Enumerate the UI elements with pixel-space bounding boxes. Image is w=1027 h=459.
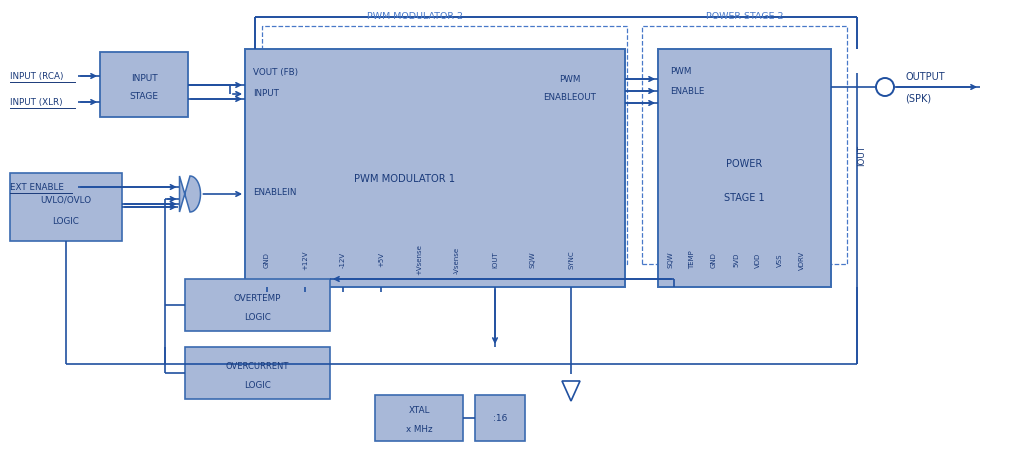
Text: (SPK): (SPK) — [905, 94, 931, 104]
Bar — [10, 174, 122, 241]
Text: ENABLE: ENABLE — [670, 87, 705, 96]
Text: VDD: VDD — [755, 252, 761, 267]
Text: -12V: -12V — [340, 252, 346, 268]
Text: ENABLEIN: ENABLEIN — [253, 188, 297, 197]
Text: STAGE 1: STAGE 1 — [724, 192, 765, 202]
Text: SQW: SQW — [667, 251, 673, 268]
Text: VDRV: VDRV — [799, 250, 805, 269]
Bar — [185, 280, 330, 331]
Text: VSS: VSS — [777, 253, 783, 266]
Text: GND: GND — [264, 252, 270, 267]
Text: PWM: PWM — [670, 67, 691, 76]
Text: INPUT (RCA): INPUT (RCA) — [10, 73, 64, 81]
Text: x MHz: x MHz — [406, 424, 432, 433]
Bar — [100, 53, 188, 118]
Text: VOUT (FB): VOUT (FB) — [253, 67, 298, 76]
Text: ENABLEOUT: ENABLEOUT — [543, 93, 597, 102]
Text: OVERCURRENT: OVERCURRENT — [226, 361, 290, 370]
Text: -Vsense: -Vsense — [454, 246, 460, 273]
Text: 5VD: 5VD — [733, 252, 739, 267]
Circle shape — [876, 79, 893, 97]
Text: +Vsense: +Vsense — [416, 244, 422, 275]
Polygon shape — [180, 177, 200, 213]
Text: POWER STAGE 2: POWER STAGE 2 — [706, 12, 784, 22]
Text: SYNC: SYNC — [568, 250, 574, 269]
Text: STAGE: STAGE — [129, 92, 158, 101]
Text: OUTPUT: OUTPUT — [905, 72, 945, 82]
Bar — [642, 27, 847, 264]
Text: INPUT: INPUT — [130, 74, 157, 84]
Bar — [245, 50, 625, 287]
Bar — [658, 50, 831, 287]
Text: INPUT: INPUT — [253, 88, 279, 97]
Bar — [375, 395, 463, 441]
Text: IOUT: IOUT — [492, 251, 498, 268]
Text: POWER: POWER — [726, 159, 763, 169]
Bar — [262, 27, 627, 264]
Text: TEMP: TEMP — [689, 250, 695, 269]
Bar — [476, 395, 525, 441]
Text: LOGIC: LOGIC — [244, 312, 271, 321]
Text: +5V: +5V — [378, 252, 384, 267]
Text: :16: :16 — [493, 414, 507, 423]
Text: PWM MODULATOR 2: PWM MODULATOR 2 — [368, 12, 463, 22]
Text: XTAL: XTAL — [409, 405, 429, 414]
Text: LOGIC: LOGIC — [52, 217, 79, 226]
Text: +12V: +12V — [302, 250, 308, 269]
Text: INPUT (XLR): INPUT (XLR) — [10, 98, 63, 107]
Text: UVLO/OVLO: UVLO/OVLO — [40, 195, 91, 204]
Text: GND: GND — [711, 252, 717, 267]
Text: LOGIC: LOGIC — [244, 380, 271, 389]
Text: PWM: PWM — [560, 75, 580, 84]
Polygon shape — [562, 381, 580, 401]
Text: EXT ENABLE: EXT ENABLE — [10, 183, 64, 192]
Text: PWM MODULATOR 1: PWM MODULATOR 1 — [354, 173, 455, 183]
Text: OVERTEMP: OVERTEMP — [234, 293, 281, 302]
Text: SQW: SQW — [530, 251, 536, 268]
Bar — [185, 347, 330, 399]
Text: IOUT: IOUT — [858, 144, 867, 165]
